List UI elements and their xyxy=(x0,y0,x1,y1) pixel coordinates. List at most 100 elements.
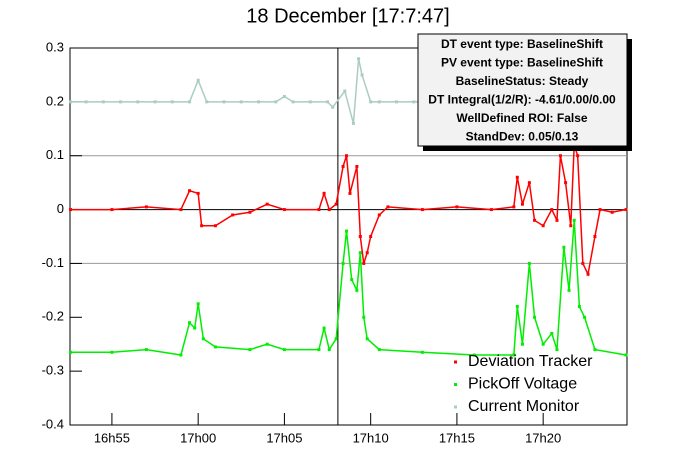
point xyxy=(593,235,597,238)
point xyxy=(317,208,321,212)
point xyxy=(265,202,269,206)
point xyxy=(520,202,524,206)
point xyxy=(282,348,286,352)
point xyxy=(231,213,235,217)
point xyxy=(555,218,559,222)
point xyxy=(274,100,278,104)
point xyxy=(326,100,330,104)
point xyxy=(586,272,590,276)
x-tick-label: 17h20 xyxy=(525,430,561,445)
point xyxy=(144,348,148,352)
point xyxy=(377,348,381,352)
y-tick-label: 0.1 xyxy=(46,147,64,162)
point xyxy=(512,353,516,357)
point xyxy=(327,208,331,212)
point xyxy=(188,321,192,325)
point xyxy=(362,261,366,265)
point xyxy=(583,315,587,319)
stats-line: DT Integral(1/2/R): -4.61/0.00/0.00 xyxy=(428,93,616,107)
point xyxy=(153,100,157,104)
point xyxy=(369,100,373,104)
point xyxy=(533,218,537,222)
point xyxy=(341,164,345,168)
series-line xyxy=(70,58,501,124)
point xyxy=(572,218,576,222)
point xyxy=(308,100,312,104)
point xyxy=(205,100,209,104)
point xyxy=(593,348,597,352)
point xyxy=(365,251,369,255)
point xyxy=(201,337,205,341)
stats-line: DT event type: BaselineShift xyxy=(441,37,603,51)
point xyxy=(512,205,516,209)
point xyxy=(248,348,252,352)
stats-line: PV event type: BaselineShift xyxy=(441,56,603,70)
point xyxy=(377,213,381,217)
point xyxy=(420,208,424,212)
point xyxy=(515,175,519,179)
stats-line: BaselineStatus: Steady xyxy=(456,74,589,88)
point xyxy=(239,100,243,104)
point xyxy=(110,350,114,354)
point xyxy=(200,224,204,228)
legend-marker xyxy=(454,405,457,409)
point xyxy=(110,208,114,212)
point xyxy=(369,235,373,238)
point xyxy=(550,208,554,212)
point xyxy=(550,331,554,335)
point xyxy=(555,348,559,352)
point xyxy=(101,100,105,104)
point xyxy=(179,208,183,212)
point xyxy=(345,154,349,158)
point xyxy=(334,337,338,341)
point xyxy=(322,191,326,195)
point xyxy=(351,121,355,125)
point xyxy=(196,191,200,195)
point xyxy=(331,105,335,109)
point xyxy=(358,251,362,255)
point xyxy=(564,181,568,185)
point xyxy=(598,208,602,212)
legend-label: Deviation Tracker xyxy=(468,353,593,370)
point xyxy=(358,235,362,238)
x-tick-label: 17h00 xyxy=(180,430,216,445)
point xyxy=(360,73,364,77)
point xyxy=(334,202,338,206)
y-tick-label: 0.3 xyxy=(46,39,64,54)
point xyxy=(357,57,361,61)
point xyxy=(179,353,183,357)
chart-title: 18 December [17:7:47] xyxy=(246,5,449,27)
point xyxy=(567,288,571,292)
y-tick-label: 0 xyxy=(57,201,64,216)
point xyxy=(412,100,416,104)
point xyxy=(355,164,359,168)
point xyxy=(489,208,493,212)
point xyxy=(377,100,381,104)
legend-marker xyxy=(454,383,457,386)
y-tick-label: -0.4 xyxy=(42,416,64,431)
point xyxy=(562,245,566,249)
y-tick-label: -0.3 xyxy=(42,363,64,378)
point xyxy=(119,100,123,104)
point xyxy=(348,191,352,195)
point xyxy=(455,205,459,209)
x-tick-label: 17h05 xyxy=(266,430,302,445)
point xyxy=(558,154,562,158)
point xyxy=(327,348,331,352)
point xyxy=(472,353,476,357)
point xyxy=(213,224,217,228)
point xyxy=(541,342,545,346)
point xyxy=(624,353,628,357)
point xyxy=(282,94,286,98)
point xyxy=(386,205,390,209)
point xyxy=(345,229,349,233)
x-tick-label: 17h10 xyxy=(353,430,389,445)
point xyxy=(569,224,573,228)
y-tick-label: 0.2 xyxy=(46,93,64,108)
point xyxy=(610,210,614,214)
point xyxy=(188,189,192,193)
series-line xyxy=(70,144,627,277)
y-tick-label: -0.2 xyxy=(42,309,64,324)
point xyxy=(355,288,359,292)
x-tick-label: 16h55 xyxy=(94,430,130,445)
